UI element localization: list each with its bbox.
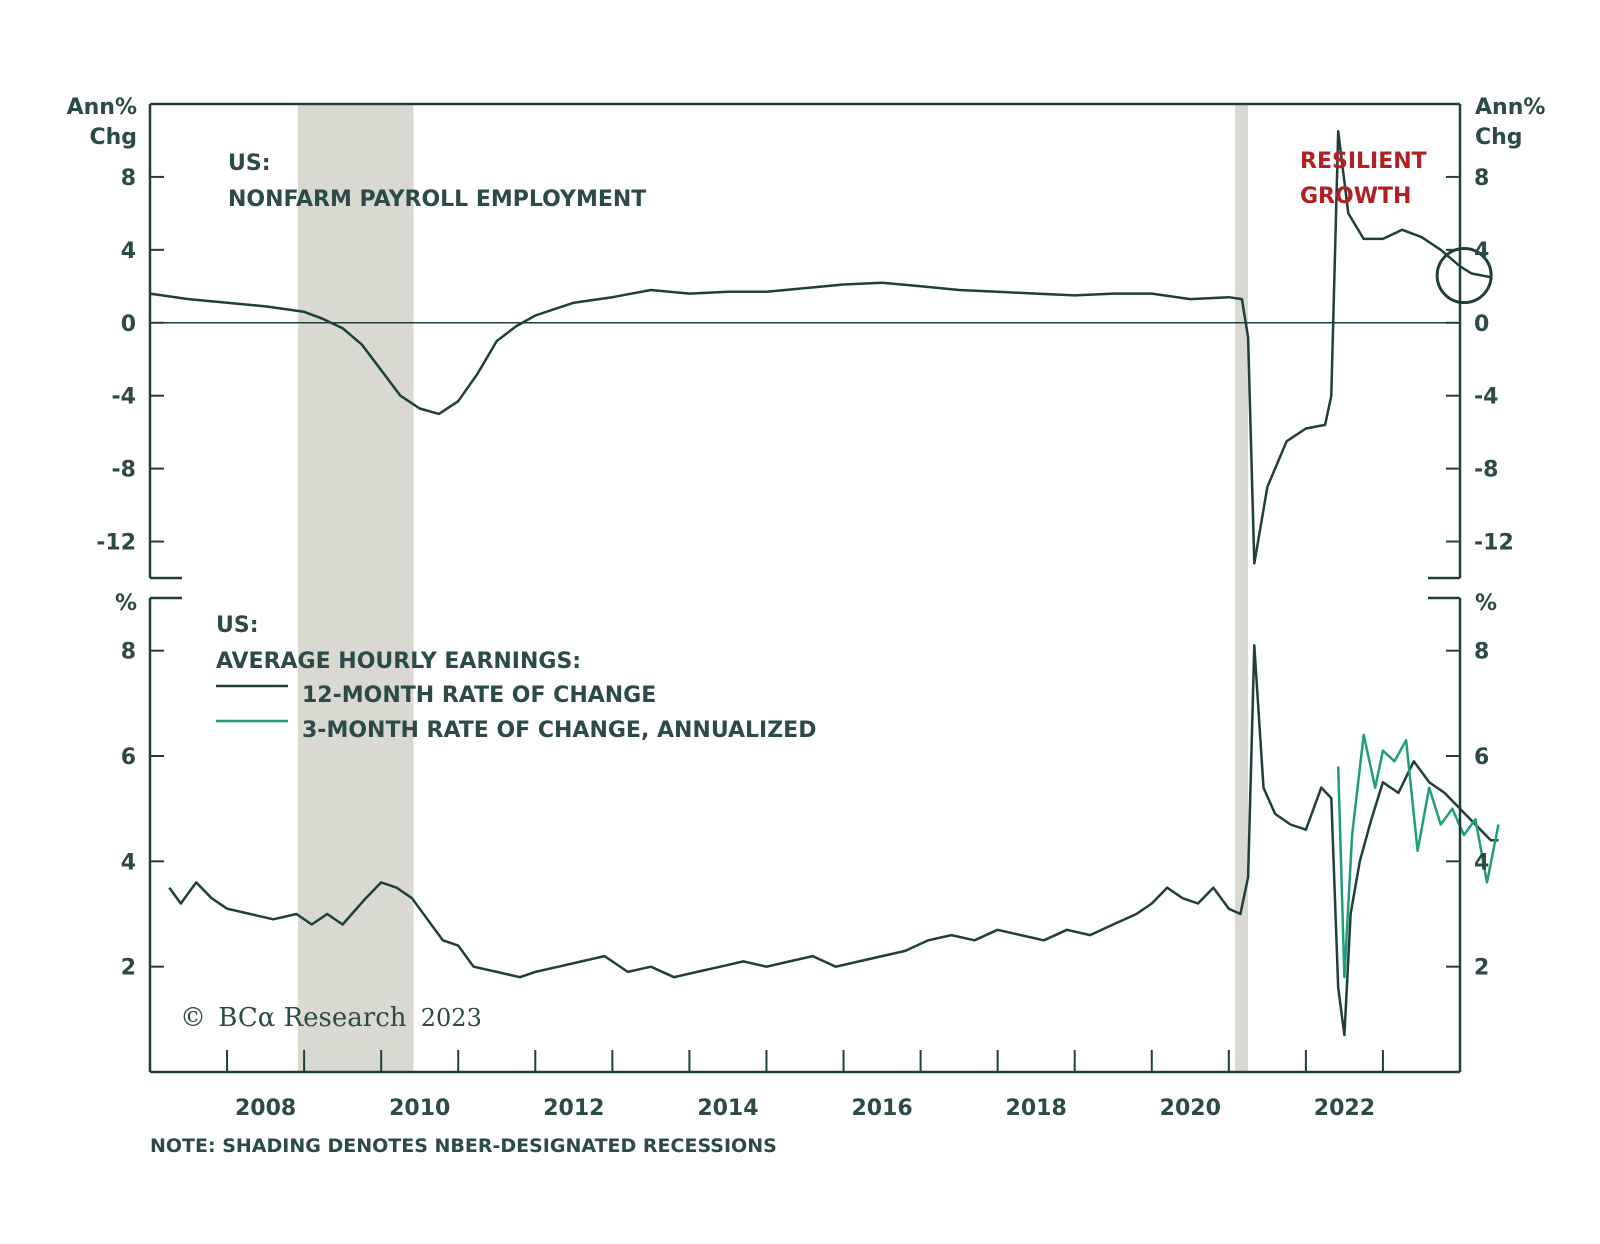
ytick-label-left-panel1: -4 xyxy=(112,385,136,410)
series-lines xyxy=(149,130,1500,1037)
ytick-label-right-panel1: 4 xyxy=(1474,239,1489,264)
top-left-unit-line1: Ann% xyxy=(67,95,137,120)
xtick-label: 2018 xyxy=(1006,1096,1067,1121)
ytick-label-right-panel1: 8 xyxy=(1474,166,1489,191)
legend-label-12m: 12-MONTH RATE OF CHANGE xyxy=(302,683,656,708)
copyright-text: © BCα Research 2023 xyxy=(180,1003,482,1033)
ytick-label-left-panel2: 2 xyxy=(121,956,136,981)
annotation-line2: GROWTH xyxy=(1300,184,1411,209)
ytick-label-left-panel2: 4 xyxy=(121,850,136,875)
xtick-label: 2022 xyxy=(1314,1096,1375,1121)
ytick-label-right-panel2: 2 xyxy=(1474,956,1489,981)
bottom-left-unit: % xyxy=(115,591,137,616)
ytick-label-left-panel2: 6 xyxy=(121,745,136,770)
ytick-label-right-panel2: 6 xyxy=(1474,745,1489,770)
bottom-panel-title-line2: AVERAGE HOURLY EARNINGS: xyxy=(216,649,581,674)
ytick-label-left-panel1: 0 xyxy=(121,312,136,337)
top-panel-title-line1: US: xyxy=(228,151,271,176)
ytick-label-left-panel1: 8 xyxy=(121,166,136,191)
top-right-unit-line2: Chg xyxy=(1475,125,1523,150)
ytick-label-left-panel1: 4 xyxy=(121,239,136,264)
ytick-label-left-panel1: -8 xyxy=(112,458,136,483)
copyright-symbol: © xyxy=(180,1003,206,1033)
bottom-panel-title-line1: US: xyxy=(216,613,259,638)
annotation-line1: RESILIENT xyxy=(1300,149,1427,174)
bottom-right-unit: % xyxy=(1475,591,1497,616)
series-line-panel2-2 xyxy=(1336,733,1500,979)
series-line-panel2-1 xyxy=(168,644,1499,1037)
xtick-label: 2016 xyxy=(851,1096,912,1121)
recession-band-1 xyxy=(297,104,414,1072)
legend-label-3m: 3-MONTH RATE OF CHANGE, ANNUALIZED xyxy=(302,718,816,743)
ytick-label-right-panel1: 0 xyxy=(1474,312,1489,337)
ytick-label-right-panel1: -4 xyxy=(1474,385,1498,410)
top-right-unit-line1: Ann% xyxy=(1475,95,1545,120)
ytick-label-left-panel2: 8 xyxy=(121,640,136,665)
copyright-brand: BCα Research xyxy=(218,1003,406,1033)
top-panel-title-line2: NONFARM PAYROLL EMPLOYMENT xyxy=(228,187,646,212)
chart-frame xyxy=(148,102,1462,1074)
xtick-label: 2008 xyxy=(235,1096,296,1121)
ytick-label-right-panel2: 8 xyxy=(1474,640,1489,665)
ytick-label-right-panel1: -12 xyxy=(1474,531,1514,556)
xtick-label: 2020 xyxy=(1160,1096,1221,1121)
ytick-label-left-panel1: -12 xyxy=(96,531,136,556)
xtick-label: 2014 xyxy=(697,1096,758,1121)
xtick-label: 2010 xyxy=(389,1096,450,1121)
copyright-year: 2023 xyxy=(421,1004,482,1032)
xtick-label: 2012 xyxy=(543,1096,604,1121)
footnote: NOTE: SHADING DENOTES NBER-DESIGNATED RE… xyxy=(150,1135,777,1157)
ytick-label-right-panel2: 4 xyxy=(1474,850,1489,875)
axis-ticks: 8 8 4 4 0 0 -4 -4 -8 -8 -12 -12 8 8 6 6 4 4 2 2 2008 2010 2012… xyxy=(96,166,1514,1121)
highlight-circle xyxy=(1435,247,1493,305)
top-left-unit-line2: Chg xyxy=(89,125,137,150)
recession-band-2 xyxy=(1234,104,1249,1072)
series-line-panel1-1 xyxy=(149,130,1492,565)
ytick-label-right-panel1: -8 xyxy=(1474,458,1498,483)
